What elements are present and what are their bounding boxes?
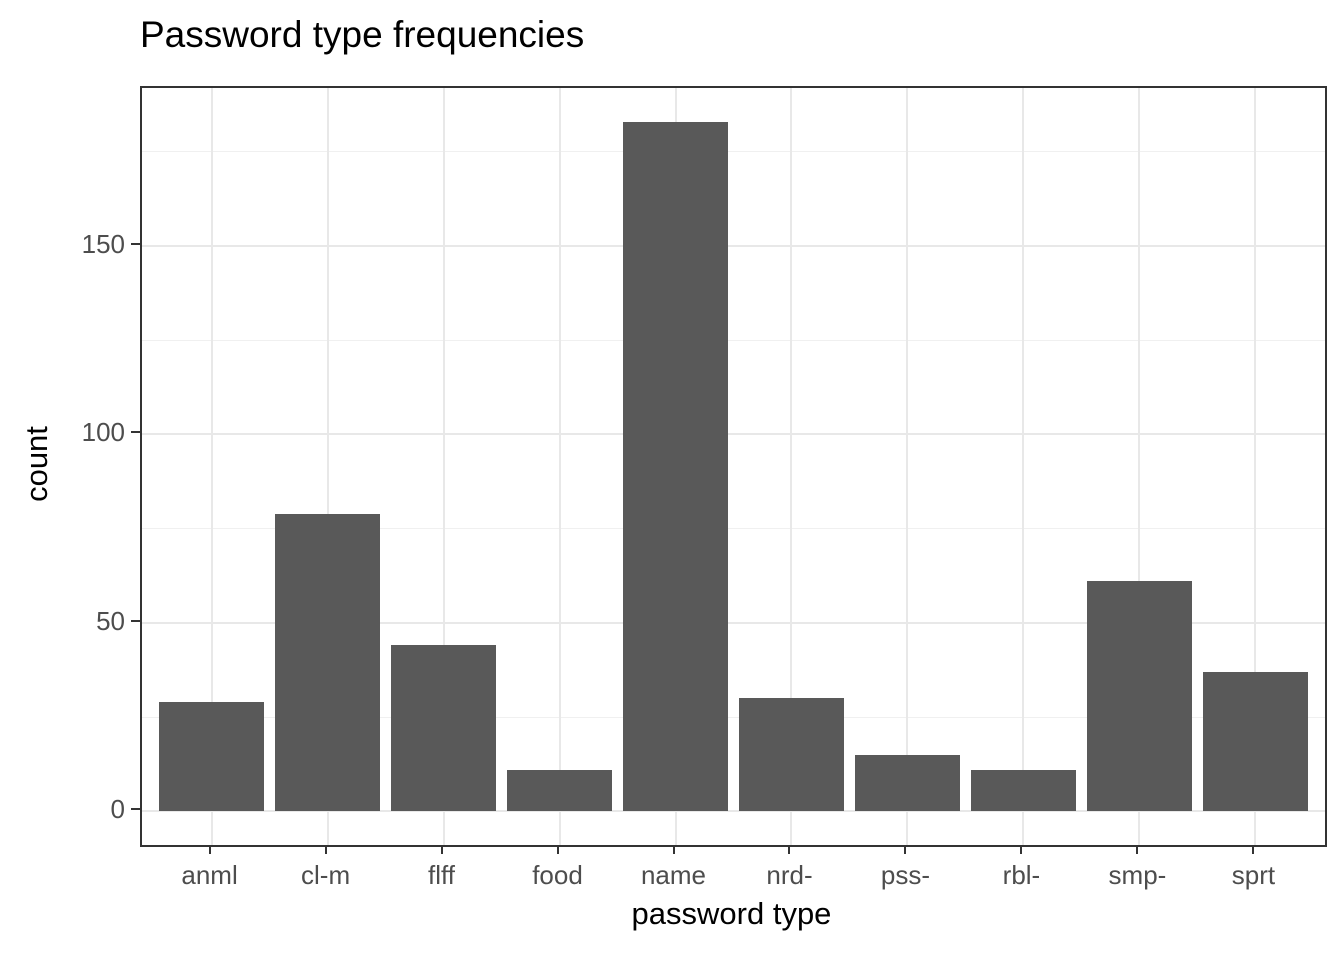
x-tick-mark-anml bbox=[208, 845, 211, 854]
gridline-major-y-150 bbox=[142, 244, 1325, 247]
gridline-minor-y-175 bbox=[142, 151, 1325, 153]
bar-food bbox=[507, 769, 612, 812]
gridline-major-x-food bbox=[558, 88, 561, 845]
bar-name bbox=[623, 121, 728, 812]
x-tick-mark-pss- bbox=[904, 845, 907, 854]
x-tick-label-nrd-: nrd- bbox=[766, 860, 813, 890]
x-tick-mark-sprt bbox=[1252, 845, 1255, 854]
gridline-major-x-rbl- bbox=[1022, 88, 1025, 845]
x-tick-label-food: food bbox=[532, 860, 583, 890]
chart-title: Password type frequencies bbox=[140, 14, 585, 55]
x-tick-mark-smp- bbox=[1136, 845, 1139, 854]
y-tick-mark-150 bbox=[131, 242, 140, 245]
x-tick-label-flff: flff bbox=[428, 860, 456, 890]
y-tick-label-100: 100 bbox=[81, 417, 125, 448]
x-tick-label-pss-: pss- bbox=[880, 860, 931, 890]
y-tick-label-0: 0 bbox=[110, 794, 125, 825]
gridline-major-y-100 bbox=[142, 433, 1325, 436]
x-tick-label-sprt: sprt bbox=[1231, 860, 1276, 890]
gridline-minor-y-125 bbox=[142, 339, 1325, 341]
x-tick-mark-food bbox=[556, 845, 559, 854]
y-tick-mark-100 bbox=[131, 431, 140, 434]
y-tick-label-150: 150 bbox=[81, 228, 125, 259]
plot-panel bbox=[140, 86, 1327, 847]
x-tick-mark-cl-m bbox=[324, 845, 327, 854]
x-tick-label-name: name bbox=[640, 860, 707, 890]
gridline-major-x-pss- bbox=[906, 88, 909, 845]
bar-pss- bbox=[855, 754, 960, 812]
x-tick-mark-nrd- bbox=[788, 845, 791, 854]
bar-flff bbox=[391, 645, 496, 812]
y-tick-mark-0 bbox=[131, 808, 140, 811]
y-tick-mark-50 bbox=[131, 619, 140, 622]
bar-rbl- bbox=[971, 769, 1076, 812]
x-tick-label-rbl-: rbl- bbox=[1002, 860, 1041, 890]
x-tick-mark-name bbox=[672, 845, 675, 854]
bar-anml bbox=[159, 702, 264, 812]
x-tick-label-smp-: smp- bbox=[1108, 860, 1167, 890]
x-tick-mark-flff bbox=[440, 845, 443, 854]
bar-nrd- bbox=[739, 698, 844, 812]
bar-cl-m bbox=[275, 513, 380, 812]
bar-smp- bbox=[1087, 581, 1192, 812]
x-tick-label-cl-m: cl-m bbox=[301, 860, 351, 890]
y-axis-title: count bbox=[19, 426, 54, 502]
x-axis-title: password type bbox=[631, 896, 832, 931]
x-tick-label-anml: anml bbox=[181, 860, 238, 890]
bar-sprt bbox=[1203, 671, 1308, 812]
x-tick-mark-rbl- bbox=[1020, 845, 1023, 854]
y-tick-label-50: 50 bbox=[96, 605, 125, 636]
